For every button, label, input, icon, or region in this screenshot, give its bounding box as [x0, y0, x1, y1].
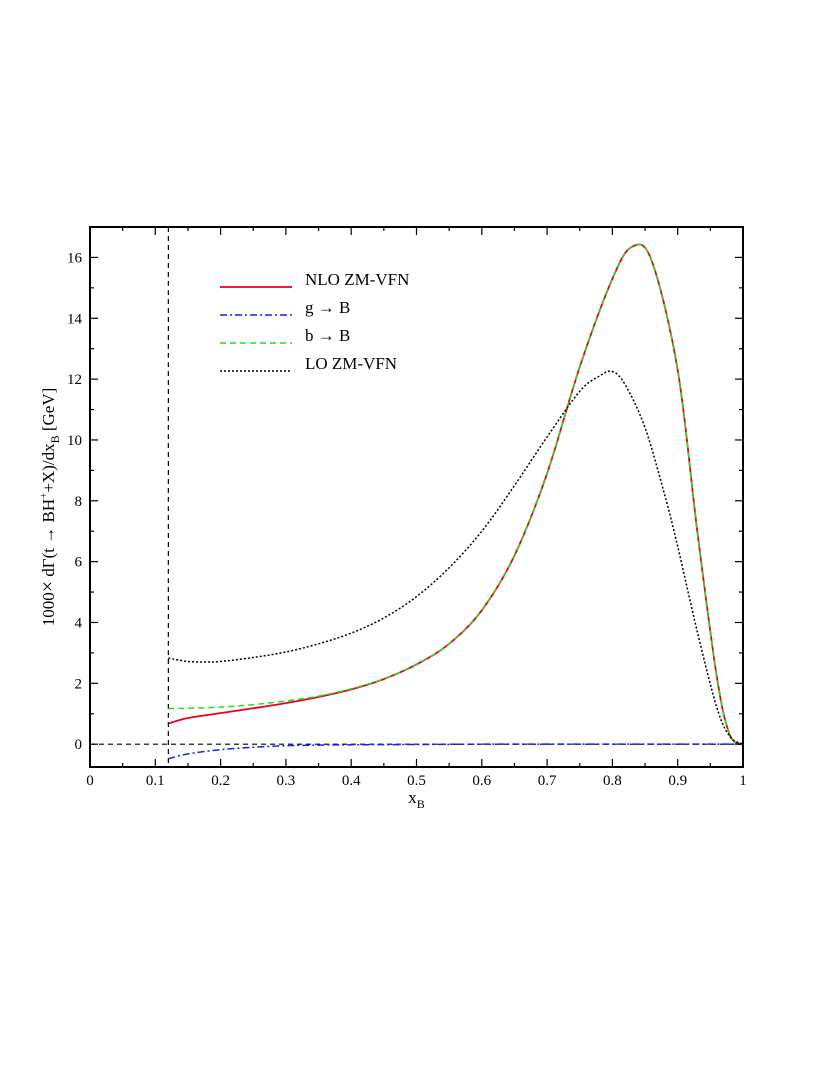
y-tick-label: 8 [75, 494, 83, 510]
x-tick-label: 0.2 [211, 773, 230, 789]
x-axis-label: xB [408, 788, 425, 811]
series-line-2 [168, 243, 744, 745]
x-tick-label: 0.7 [538, 773, 557, 789]
x-tick-label: 0.3 [277, 773, 296, 789]
series-line-3 [168, 370, 744, 745]
y-tick-label: 6 [75, 555, 83, 571]
legend-label-1: g → B [305, 298, 350, 317]
series-lines [168, 243, 744, 760]
legend-label-2: b → B [305, 326, 350, 345]
x-tick-label: 0.8 [603, 773, 622, 789]
x-tick-label: 0 [86, 773, 94, 789]
y-tick-label: 4 [75, 615, 83, 631]
x-tick-label: 0.6 [472, 773, 491, 789]
axis-ticks: 0 0.1 0.2 0.3 0.4 0.5 0.6 0.7 0.8 0.9 102468101214… [67, 226, 747, 789]
x-tick-label: 1 [739, 773, 747, 789]
x-tick-label: 0.9 [668, 773, 687, 789]
y-tick-label: 12 [67, 372, 82, 388]
reference-lines [90, 227, 743, 767]
y-tick-label: 14 [67, 311, 83, 327]
legend: NLO ZM-VFN g → B b → B LO ZM-VFN [220, 270, 409, 373]
y-axis-label: 1000× dΓ(t → BH++X)/dxB [GeV] [37, 388, 62, 627]
series-line-1 [168, 743, 743, 760]
x-tick-label: 0.5 [407, 773, 426, 789]
x-tick-label: 0.4 [342, 773, 361, 789]
x-tick-label: 0.1 [146, 773, 165, 789]
legend-label-0: NLO ZM-VFN [305, 270, 409, 289]
y-tick-label: 16 [67, 250, 83, 266]
legend-label-3: LO ZM-VFN [305, 354, 397, 373]
plot-frame [89, 226, 744, 768]
y-tick-label: 10 [67, 433, 82, 449]
y-tick-label: 2 [75, 676, 83, 692]
y-tick-label: 0 [75, 737, 83, 753]
series-line-0 [168, 243, 744, 746]
